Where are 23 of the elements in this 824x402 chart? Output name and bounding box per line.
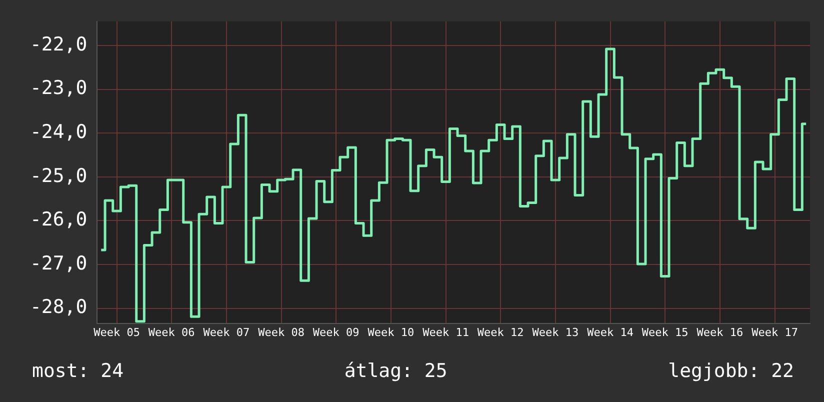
text: átlag: 25: [344, 360, 448, 382]
text: most: 24: [32, 360, 124, 382]
x-tick-label: Week 09: [312, 326, 360, 340]
y-tick-label: -27,0: [30, 252, 88, 274]
y-tick-label: -24,0: [30, 121, 88, 144]
x-tick-label: Week 14: [587, 326, 634, 340]
x-tick-label: Week 10: [368, 326, 414, 340]
y-tick-label: -25,0: [30, 164, 88, 187]
x-tick-label: Week 13: [532, 326, 579, 340]
y-tick-label: -28,0: [30, 296, 88, 318]
x-tick-label: Week 05: [94, 326, 140, 340]
x-tick-label: Week 06: [148, 326, 195, 340]
x-tick-label: Week 12: [477, 326, 524, 340]
y-tick-label: -26,0: [30, 208, 88, 231]
x-tick-label: Week 07: [203, 326, 250, 340]
x-tick-label: Week 11: [422, 326, 469, 340]
x-tick-label: Week 08: [258, 326, 304, 340]
x-tick-label: Week 16: [696, 326, 744, 340]
y-tick-label: -22,0: [30, 33, 88, 56]
y-tick-label: -23,0: [30, 77, 88, 100]
text: legjobb: 22: [668, 360, 794, 382]
x-tick-label: Week 17: [752, 326, 798, 340]
x-tick-label: Week 15: [642, 326, 688, 340]
